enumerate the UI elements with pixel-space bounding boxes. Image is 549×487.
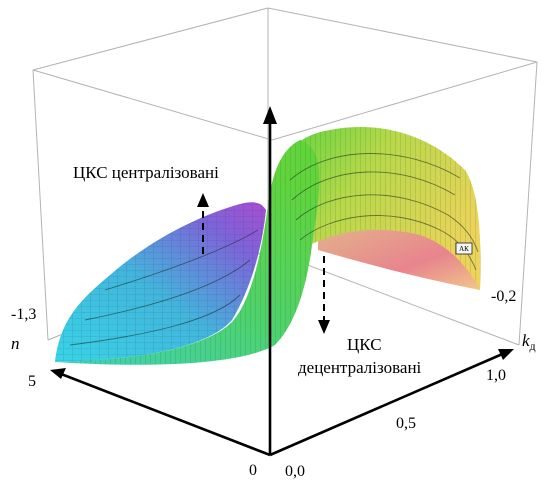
surface-contours	[69, 153, 479, 346]
kd-tick-05: 0,5	[396, 415, 416, 432]
vertical-tick-max: -0,2	[491, 288, 516, 305]
label-centralized: ЦКС централізовані	[73, 163, 219, 182]
surface-left-sheet	[55, 202, 266, 362]
kd-axis-arrow	[498, 349, 514, 360]
n-axis-name: n	[11, 334, 20, 353]
label-decentralized-1: ЦКС	[347, 335, 382, 354]
n-tick-5: 5	[28, 373, 36, 390]
n-tick-0: 0	[249, 462, 257, 479]
ak-marker-label: АК	[459, 245, 469, 253]
kd-axis-name: kд	[522, 331, 536, 353]
pointer-decentralized	[318, 256, 330, 334]
kd-tick-1: 1,0	[486, 367, 506, 384]
label-decentralized-2: децентралізовані	[298, 358, 422, 377]
bounding-box	[32, 7, 538, 346]
ak-marker: АК	[455, 242, 473, 255]
axes	[55, 118, 508, 457]
pointer-centralized	[197, 193, 209, 254]
axis-arrowheads	[50, 106, 514, 379]
vertical-tick-min: -1,3	[11, 306, 36, 323]
n-axis	[55, 370, 271, 457]
kd-tick-0: 0,0	[285, 463, 305, 480]
surface-right-sheet	[275, 126, 481, 291]
vertical-axis-arrow	[263, 106, 277, 124]
surface-front-sheet	[55, 140, 320, 365]
kd-axis	[269, 350, 508, 457]
n-axis-arrow	[50, 368, 66, 379]
